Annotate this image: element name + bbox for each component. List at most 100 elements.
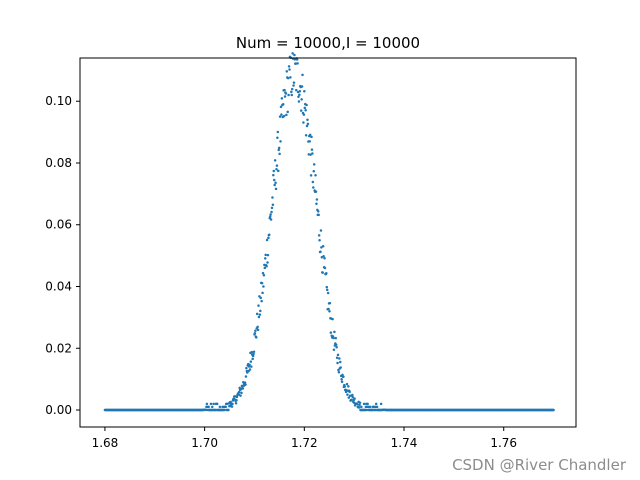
data-point	[248, 363, 251, 366]
data-point	[310, 135, 313, 139]
data-point	[263, 266, 267, 270]
data-point	[317, 213, 320, 217]
data-point	[294, 88, 298, 92]
data-point	[287, 93, 290, 97]
data-point	[255, 312, 259, 316]
data-point	[343, 385, 346, 388]
data-point	[276, 136, 279, 139]
data-point	[304, 133, 308, 137]
watermark: CSDN @River Chandler	[452, 456, 626, 474]
data-point	[297, 100, 301, 103]
y-tick-label: 0.02	[45, 341, 72, 355]
data-point	[274, 181, 277, 185]
data-point	[311, 152, 314, 155]
data-point	[291, 52, 294, 55]
data-point	[272, 178, 276, 182]
data-point	[328, 301, 332, 305]
data-point	[260, 299, 263, 303]
data-point	[241, 387, 245, 390]
data-point	[276, 130, 280, 134]
data-point	[298, 93, 301, 97]
data-point	[262, 285, 265, 288]
data-point	[248, 368, 252, 371]
data-point	[231, 402, 234, 406]
y-tick-label: 0.08	[45, 156, 72, 170]
data-point	[268, 233, 271, 236]
data-point	[305, 124, 309, 128]
data-point	[262, 274, 266, 277]
data-point	[312, 186, 315, 189]
data-point	[270, 210, 273, 214]
data-point	[296, 62, 299, 65]
chart-title: Num = 10000,I = 10000	[236, 34, 420, 52]
data-point	[323, 256, 326, 260]
data-point	[250, 365, 253, 368]
data-point	[366, 402, 369, 406]
data-point	[322, 254, 325, 258]
data-point	[298, 89, 302, 93]
data-point	[275, 167, 278, 171]
data-point	[325, 271, 328, 275]
data-point	[264, 257, 267, 260]
data-point	[335, 356, 339, 360]
data-point	[295, 58, 299, 61]
data-point	[292, 84, 295, 87]
data-point	[227, 408, 230, 412]
data-point	[257, 304, 260, 307]
data-point	[285, 113, 288, 117]
data-point	[273, 183, 276, 187]
plot-frame	[79, 57, 577, 428]
data-point	[348, 390, 351, 394]
data-point	[357, 406, 361, 409]
data-point	[332, 348, 336, 351]
data-point	[280, 113, 283, 116]
data-point	[350, 398, 353, 402]
data-point	[256, 328, 260, 332]
data-point	[239, 394, 242, 397]
data-point	[309, 153, 312, 156]
data-point	[312, 163, 316, 166]
data-point	[348, 394, 352, 397]
data-point	[286, 110, 289, 114]
data-point	[300, 85, 304, 88]
data-point	[332, 336, 335, 340]
data-point	[308, 133, 312, 137]
data-point	[259, 309, 262, 313]
data-point	[270, 206, 274, 210]
data-point	[345, 382, 349, 386]
data-point	[283, 95, 287, 98]
y-tick-label: 0.10	[45, 94, 72, 108]
data-point	[254, 329, 257, 332]
data-point	[290, 93, 293, 97]
data-point	[279, 105, 283, 109]
y-axis: 0.00 0.02 0.04 0.06 0.08 0.10	[45, 94, 80, 417]
data-point	[325, 285, 329, 289]
data-point	[211, 405, 214, 409]
data-point	[274, 187, 278, 191]
data-point	[286, 76, 290, 80]
data-point	[334, 336, 338, 340]
data-point	[265, 238, 269, 242]
data-point	[279, 140, 282, 143]
data-point	[326, 291, 330, 295]
data-point	[305, 103, 308, 107]
data-point	[275, 164, 279, 167]
data-point	[336, 361, 339, 365]
data-point	[340, 380, 344, 384]
data-point	[288, 68, 291, 71]
data-point	[253, 331, 257, 335]
data-points	[103, 52, 555, 412]
data-point	[235, 399, 238, 402]
data-point	[379, 402, 383, 406]
data-point	[229, 400, 232, 404]
data-point	[259, 296, 263, 300]
x-tick-label: 1.70	[191, 436, 218, 450]
data-point	[314, 173, 317, 177]
data-point	[215, 402, 219, 406]
data-point	[272, 169, 276, 173]
data-point	[335, 346, 338, 349]
data-point	[209, 402, 213, 406]
data-point	[271, 203, 275, 206]
data-point	[278, 115, 282, 118]
y-tick-label: 0.00	[45, 403, 72, 417]
